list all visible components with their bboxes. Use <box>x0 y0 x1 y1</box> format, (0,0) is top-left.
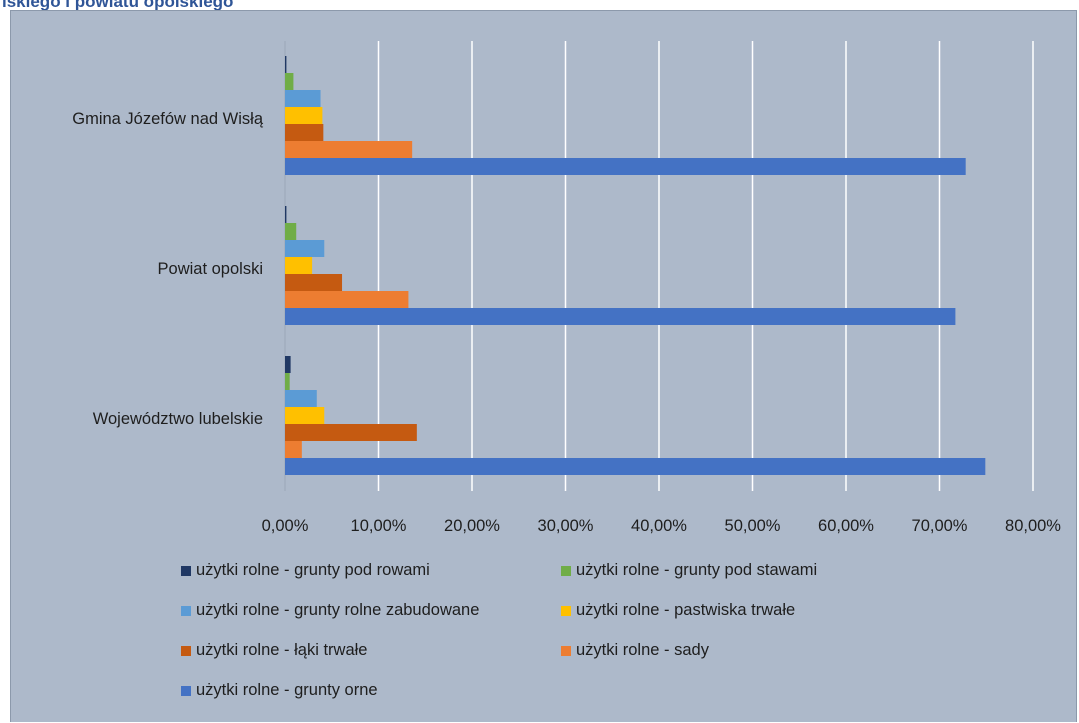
bar <box>285 73 294 90</box>
bar <box>285 141 413 158</box>
bar <box>285 107 323 124</box>
bar <box>285 390 317 407</box>
legend-swatch <box>561 565 571 576</box>
bar <box>285 158 966 175</box>
x-tick-label: 10,00% <box>351 517 407 535</box>
bar <box>285 257 313 274</box>
legend-label: użytki rolne - grunty rolne zabudowane <box>196 601 480 619</box>
legend-label: użytki rolne - grunty orne <box>196 681 378 699</box>
x-tick-label: 60,00% <box>818 517 874 535</box>
bar <box>285 274 343 291</box>
category-label: Województwo lubelskie <box>93 410 263 428</box>
legend-swatch <box>181 605 191 616</box>
legend-item: użytki rolne - sady <box>561 641 709 660</box>
bar <box>285 56 287 73</box>
bar <box>285 308 956 325</box>
x-tick-label: 20,00% <box>444 517 500 535</box>
bar <box>285 441 302 458</box>
legend-item: użytki rolne - grunty rolne zabudowane <box>181 601 479 620</box>
legend-swatch <box>181 565 191 576</box>
legend-label: użytki rolne - grunty pod rowami <box>196 561 430 579</box>
legend-swatch <box>181 645 191 656</box>
legend-item: użytki rolne - grunty orne <box>181 681 378 700</box>
x-tick-label: 50,00% <box>725 517 781 535</box>
legend-label: użytki rolne - łąki trwałe <box>196 641 368 659</box>
bar <box>285 424 417 441</box>
bar <box>285 206 287 223</box>
bar <box>285 373 290 390</box>
legend-label: użytki rolne - grunty pod stawami <box>576 561 818 579</box>
legend-item: użytki rolne - grunty pod stawami <box>561 561 817 580</box>
legend-swatch <box>181 685 191 696</box>
bar <box>285 124 324 141</box>
bar <box>285 291 409 308</box>
x-tick-label: 40,00% <box>631 517 687 535</box>
category-label: Gmina Józefów nad Wisłą <box>72 110 264 128</box>
legend-swatch <box>561 605 571 616</box>
legend-item: użytki rolne - łąki trwałe <box>181 641 367 660</box>
x-tick-label: 30,00% <box>538 517 594 535</box>
bar-chart: 0,00% 10,00% 20,00% 30,00% 40,00% 50,00% 60,00… <box>72 41 1061 535</box>
legend-item: użytki rolne - grunty pod rowami <box>181 561 430 580</box>
category-label: Powiat opolski <box>158 260 263 278</box>
page-title-fragment: lskiego i powiatu opolskiego <box>2 0 234 11</box>
x-tick-label: 70,00% <box>912 517 968 535</box>
bar <box>285 90 321 107</box>
legend-item: użytki rolne - pastwiska trwałe <box>561 601 795 620</box>
bar <box>285 407 325 424</box>
legend-label: użytki rolne - sady <box>576 641 709 659</box>
x-tick-label: 0,00% <box>262 517 309 535</box>
chart-area: 0,00% 10,00% 20,00% 30,00% 40,00% 50,00% 60,00… <box>10 10 1077 722</box>
bar <box>285 458 986 475</box>
legend-label: użytki rolne - pastwiska trwałe <box>576 601 796 619</box>
bar <box>285 356 291 373</box>
bar <box>285 240 325 257</box>
legend-swatch <box>561 645 571 656</box>
bar <box>285 223 297 240</box>
x-tick-label: 80,00% <box>1005 517 1061 535</box>
